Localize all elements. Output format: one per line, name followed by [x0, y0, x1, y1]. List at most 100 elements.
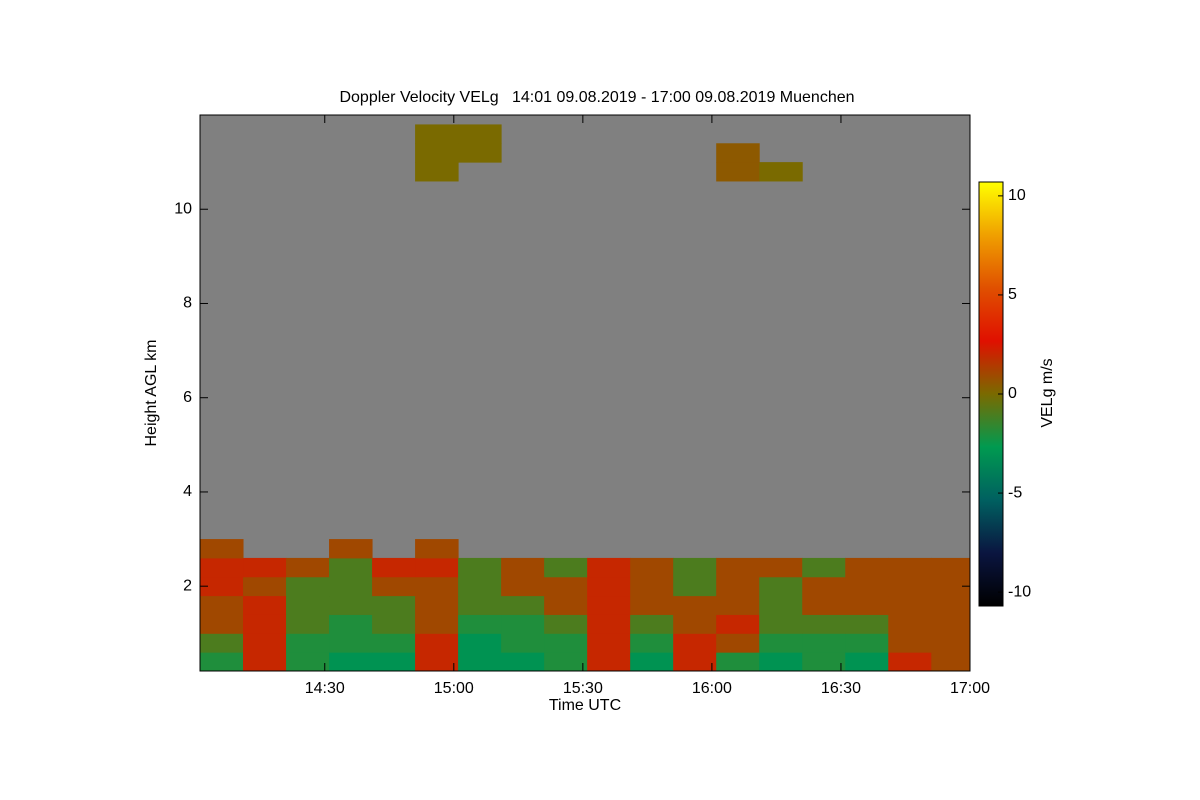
- heatmap-cell: [587, 557, 631, 578]
- heatmap-cell: [458, 614, 502, 634]
- heatmap-cell: [759, 595, 803, 615]
- heatmap-cell: [888, 614, 932, 634]
- heatmap-cell: [415, 143, 459, 163]
- heatmap-cell: [587, 633, 631, 653]
- heatmap-cell: [415, 595, 459, 615]
- heatmap-cell: [716, 162, 760, 182]
- heatmap-cell: [286, 633, 330, 653]
- heatmap-cell: [415, 614, 459, 634]
- heatmap-cell: [630, 614, 674, 634]
- heatmap-cell: [243, 614, 287, 634]
- heatmap-cell: [587, 614, 631, 634]
- y-tick-label: 2: [183, 577, 192, 594]
- heatmap-cell: [673, 614, 717, 634]
- heatmap-cell: [673, 633, 717, 653]
- heatmap-cell: [716, 652, 760, 671]
- heatmap-cell: [286, 557, 330, 578]
- x-tick-label: 14:30: [305, 680, 345, 697]
- heatmap-cell: [329, 652, 373, 671]
- heatmap-cell: [931, 633, 970, 653]
- heatmap-cell: [458, 576, 502, 597]
- heatmap-cell: [931, 652, 970, 671]
- cells: [200, 124, 970, 671]
- heatmap-cell: [673, 576, 717, 597]
- heatmap-cell: [501, 614, 545, 634]
- heatmap-cell: [673, 595, 717, 615]
- heatmap-cell: [716, 576, 760, 597]
- heatmap-cell: [243, 633, 287, 653]
- heatmap-cell: [759, 633, 803, 653]
- heatmap-cell: [458, 652, 502, 671]
- heatmap-cell: [501, 633, 545, 653]
- heatmap-cell: [501, 652, 545, 671]
- heatmap-cell: [372, 595, 416, 615]
- heatmap-cell: [630, 595, 674, 615]
- heatmap-cell: [458, 124, 502, 144]
- chart-title: Doppler Velocity VELg 14:01 09.08.2019 -…: [339, 89, 854, 106]
- heatmap-cell: [630, 557, 674, 578]
- heatmap-cell: [888, 652, 932, 671]
- x-tick-label: 15:00: [434, 680, 474, 697]
- heatmap-cell: [415, 557, 459, 578]
- plot-frame: [199, 114, 971, 672]
- x-axis-label: Time UTC: [549, 697, 621, 714]
- heatmap-cell: [888, 633, 932, 653]
- heatmap-cell: [630, 576, 674, 597]
- heatmap-cell: [544, 633, 588, 653]
- heatmap-cell: [845, 633, 889, 653]
- heatmap-cell: [243, 652, 287, 671]
- heatmap-cell: [802, 557, 846, 578]
- heatmap-cell: [544, 614, 588, 634]
- heatmap-cell: [458, 143, 502, 163]
- heatmap-cell: [329, 576, 373, 597]
- heatmap-cell: [501, 595, 545, 615]
- heatmap-cell: [415, 162, 459, 182]
- heatmap-cell: [200, 557, 244, 578]
- x-tick-label: 16:30: [821, 680, 861, 697]
- heatmap-cell: [673, 652, 717, 671]
- heatmap-cell: [243, 557, 287, 578]
- y-axis-label: Height AGL km: [143, 339, 160, 446]
- heatmap-cell: [286, 595, 330, 615]
- heatmap-cell: [630, 633, 674, 653]
- heatmap-cell: [931, 576, 970, 597]
- heatmap-cell: [544, 652, 588, 671]
- colorbar-tick-label: -10: [1008, 583, 1031, 600]
- heatmap-cell: [931, 557, 970, 578]
- heatmap-cell: [845, 614, 889, 634]
- heatmap-cell: [415, 124, 459, 144]
- heatmap-cell: [716, 595, 760, 615]
- heatmap-cell: [587, 595, 631, 615]
- heatmap-cell: [544, 576, 588, 597]
- heatmap-cell: [759, 614, 803, 634]
- heatmap-cell: [501, 576, 545, 597]
- heatmap-cell: [802, 633, 846, 653]
- heatmap-cell: [845, 595, 889, 615]
- heatmap-cell: [200, 633, 244, 653]
- x-tick-label: 16:00: [692, 680, 732, 697]
- heatmap-cell: [372, 614, 416, 634]
- heatmap-cell: [587, 652, 631, 671]
- heatmap-cell: [759, 162, 803, 182]
- heatmap-cell: [630, 652, 674, 671]
- heatmap-cell: [372, 557, 416, 578]
- heatmap-cell: [200, 539, 244, 559]
- heatmap-cell: [329, 595, 373, 615]
- heatmap-cell: [845, 652, 889, 671]
- heatmap-cell: [802, 652, 846, 671]
- heatmap-cell: [845, 576, 889, 597]
- heatmap-cell: [243, 595, 287, 615]
- heatmap-cell: [759, 557, 803, 578]
- heatmap-cell: [372, 633, 416, 653]
- heatmap-cell: [200, 576, 244, 597]
- heatmap-cell: [544, 595, 588, 615]
- heatmap-cell: [587, 576, 631, 597]
- y-tick-label: 6: [183, 389, 192, 406]
- heatmap-cell: [888, 557, 932, 578]
- colorbar-tick-label: -5: [1008, 484, 1022, 501]
- x-tick-label: 15:30: [563, 680, 603, 697]
- heatmap-cell: [759, 576, 803, 597]
- y-tick-label: 10: [174, 200, 192, 217]
- heatmap-cell: [931, 614, 970, 634]
